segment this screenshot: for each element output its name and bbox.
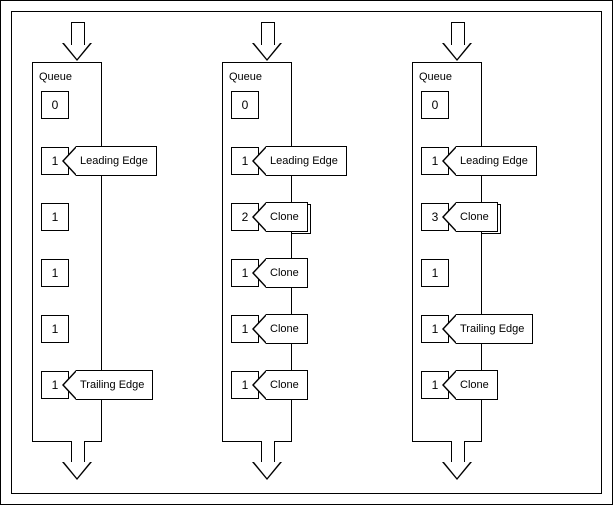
- tag-callout: Clone: [266, 314, 308, 344]
- queue-body: Queue 0 1Leading Edge 2Clone 1Clone 1Clone 1Cl…: [222, 62, 292, 442]
- arrow-down-icon: [252, 22, 282, 62]
- queue-body: Queue 0 1Leading Edge 1 1 1 1Trailing Edge: [32, 62, 102, 442]
- tag-callout: Trailing Edge: [456, 314, 533, 344]
- tag-callout: Trailing Edge: [76, 370, 153, 400]
- tag-label: Leading Edge: [76, 146, 157, 176]
- queue-cell: 0: [41, 91, 69, 119]
- queue-cell: 1Trailing Edge: [41, 371, 69, 399]
- queue-label: Queue: [419, 71, 481, 83]
- arrow-down-icon: [62, 22, 92, 62]
- tag-label: Clone: [266, 314, 308, 344]
- tag-label: Clone: [266, 258, 308, 288]
- queue-cell: 1: [421, 259, 449, 287]
- queue-label: Queue: [39, 71, 101, 83]
- tag-callout: Leading Edge: [76, 146, 157, 176]
- queue-column: Queue 0 1Leading Edge 3Clone 1 1Trailing Edge…: [412, 22, 482, 481]
- queue-cell: 0: [231, 91, 259, 119]
- tag-label: Clone: [456, 370, 498, 400]
- diagram-canvas: Queue01Leading Edge1111Trailing EdgeQueu…: [0, 0, 613, 505]
- tag-callout: Clone: [266, 258, 308, 288]
- queue-cell: 1: [41, 315, 69, 343]
- arrow-down-icon: [442, 22, 472, 62]
- queue-cell: 1Leading Edge: [231, 147, 259, 175]
- tag-callout: Leading Edge: [266, 146, 347, 176]
- arrow-down-icon: [252, 441, 282, 481]
- tag-label: Trailing Edge: [456, 314, 533, 344]
- queue-cell: 1Leading Edge: [421, 147, 449, 175]
- queue-cell: 1: [41, 203, 69, 231]
- tag-label: Clone: [266, 202, 308, 232]
- tag-callout: Clone: [266, 370, 308, 400]
- arrow-down-icon: [442, 441, 472, 481]
- queue-cell: 1: [41, 259, 69, 287]
- queue-cell: 2Clone: [231, 203, 259, 231]
- tag-callout: Clone: [456, 202, 498, 232]
- tag-callout: Clone: [266, 202, 308, 232]
- queue-label: Queue: [229, 71, 291, 83]
- tag-label: Leading Edge: [266, 146, 347, 176]
- queue-cell: 1Clone: [231, 371, 259, 399]
- tag-label: Clone: [456, 202, 498, 232]
- queue-column: Queue 0 1Leading Edge 2Clone 1Clone 1Clone 1Cl…: [222, 22, 292, 481]
- diagram-inner-frame: Queue01Leading Edge1111Trailing EdgeQueu…: [11, 11, 602, 494]
- queue-cell: 1Clone: [231, 315, 259, 343]
- queue-cell: 3Clone: [421, 203, 449, 231]
- queue-cell: 0: [421, 91, 449, 119]
- queue-column: Queue 0 1Leading Edge 1 1 1 1Trailing Edge: [32, 22, 102, 481]
- tag-label: Trailing Edge: [76, 370, 153, 400]
- queue-cell: 1Trailing Edge: [421, 315, 449, 343]
- tag-label: Clone: [266, 370, 308, 400]
- queue-cell: 1Clone: [421, 371, 449, 399]
- queue-body: Queue 0 1Leading Edge 3Clone 1 1Trailing Edge…: [412, 62, 482, 442]
- arrow-down-icon: [62, 441, 92, 481]
- tag-callout: Clone: [456, 370, 498, 400]
- tag-callout: Leading Edge: [456, 146, 537, 176]
- queue-cell: 1Clone: [231, 259, 259, 287]
- tag-label: Leading Edge: [456, 146, 537, 176]
- queue-cell: 1Leading Edge: [41, 147, 69, 175]
